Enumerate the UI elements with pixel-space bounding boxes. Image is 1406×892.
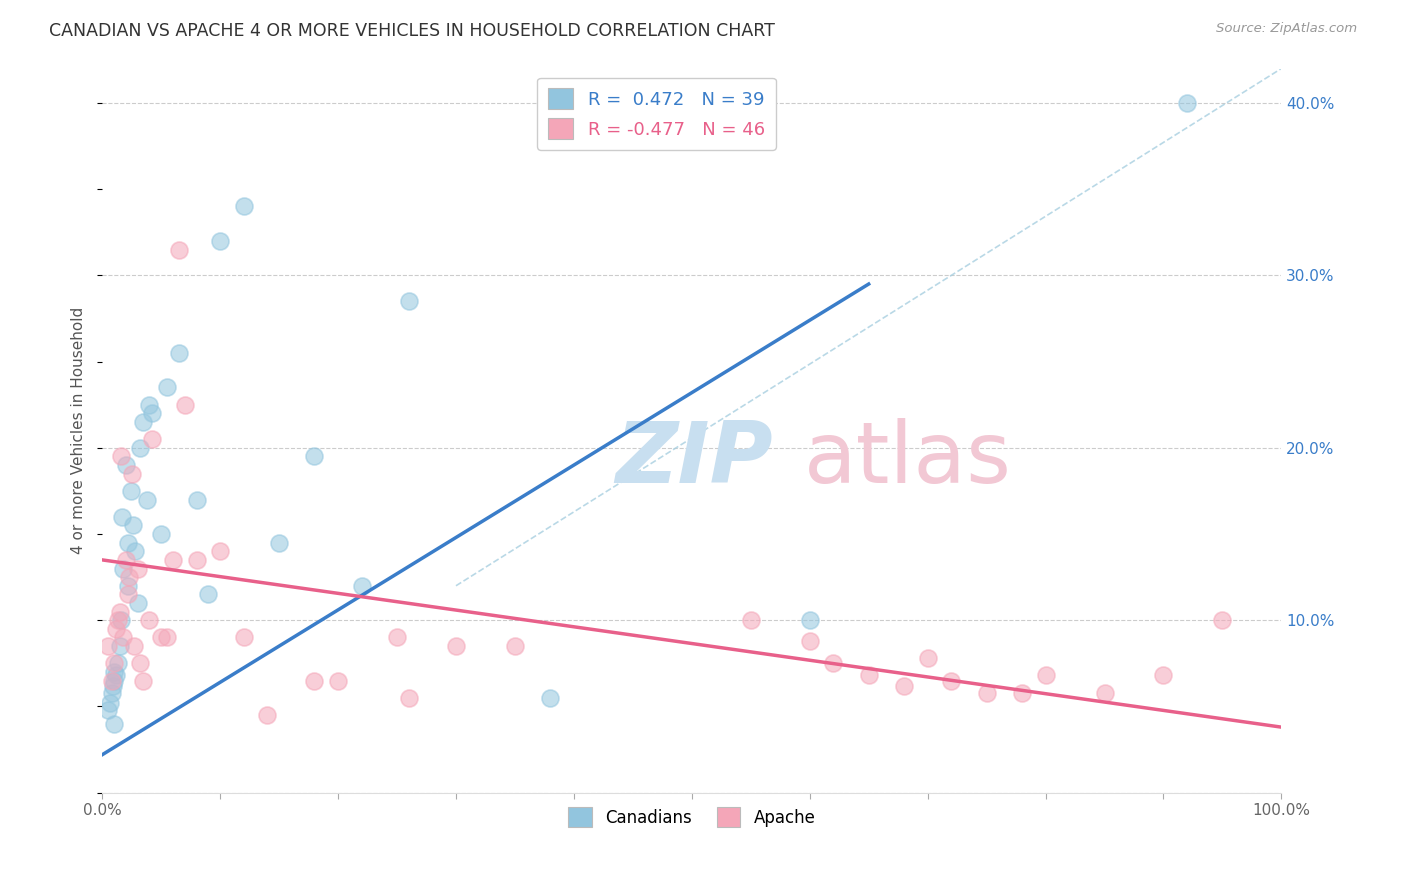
Point xyxy=(976,686,998,700)
Point xyxy=(129,441,152,455)
Point xyxy=(1035,668,1057,682)
Point xyxy=(117,535,139,549)
Point xyxy=(100,686,122,700)
Point xyxy=(101,679,124,693)
Point xyxy=(186,492,208,507)
Point xyxy=(111,509,134,524)
Point xyxy=(173,398,195,412)
Text: atlas: atlas xyxy=(804,418,1012,501)
Y-axis label: 4 or more Vehicles in Household: 4 or more Vehicles in Household xyxy=(72,307,86,554)
Point xyxy=(156,631,179,645)
Point xyxy=(108,605,131,619)
Point xyxy=(162,553,184,567)
Point xyxy=(1175,95,1198,110)
Point xyxy=(124,544,146,558)
Point xyxy=(120,483,142,498)
Point xyxy=(105,622,128,636)
Point xyxy=(740,613,762,627)
Point xyxy=(209,544,232,558)
Point xyxy=(799,634,821,648)
Text: Source: ZipAtlas.com: Source: ZipAtlas.com xyxy=(1216,22,1357,36)
Point xyxy=(538,690,561,705)
Point xyxy=(326,673,349,688)
Point xyxy=(117,587,139,601)
Point xyxy=(112,631,135,645)
Point xyxy=(304,673,326,688)
Point xyxy=(398,690,420,705)
Point xyxy=(129,657,152,671)
Legend: Canadians, Apache: Canadians, Apache xyxy=(560,799,824,835)
Point xyxy=(97,703,120,717)
Point xyxy=(138,613,160,627)
Point xyxy=(350,579,373,593)
Text: ZIP: ZIP xyxy=(616,418,773,501)
Point xyxy=(132,673,155,688)
Point xyxy=(103,673,125,688)
Point xyxy=(110,450,132,464)
Point xyxy=(167,243,190,257)
Point xyxy=(136,492,159,507)
Point xyxy=(103,716,125,731)
Point xyxy=(150,631,173,645)
Point xyxy=(107,613,129,627)
Point xyxy=(122,639,145,653)
Point xyxy=(127,596,149,610)
Point xyxy=(121,467,143,481)
Point xyxy=(186,553,208,567)
Point xyxy=(108,639,131,653)
Point xyxy=(917,651,939,665)
Point xyxy=(503,639,526,653)
Point xyxy=(1211,613,1233,627)
Point xyxy=(114,553,136,567)
Point xyxy=(232,199,254,213)
Point xyxy=(398,294,420,309)
Point xyxy=(385,631,408,645)
Point xyxy=(103,665,125,679)
Point xyxy=(122,518,145,533)
Point xyxy=(1094,686,1116,700)
Point xyxy=(103,657,125,671)
Point xyxy=(150,527,173,541)
Point xyxy=(141,432,163,446)
Point xyxy=(858,668,880,682)
Point xyxy=(197,587,219,601)
Point xyxy=(232,631,254,645)
Point xyxy=(941,673,963,688)
Point xyxy=(105,668,128,682)
Point xyxy=(138,398,160,412)
Point xyxy=(893,679,915,693)
Point xyxy=(823,657,845,671)
Point xyxy=(1153,668,1175,682)
Point xyxy=(304,450,326,464)
Point xyxy=(118,570,141,584)
Point xyxy=(100,696,122,710)
Point xyxy=(799,613,821,627)
Point xyxy=(444,639,467,653)
Point xyxy=(127,561,149,575)
Point xyxy=(1011,686,1033,700)
Point xyxy=(100,673,122,688)
Point xyxy=(141,406,163,420)
Point xyxy=(167,346,190,360)
Point xyxy=(156,380,179,394)
Point xyxy=(112,561,135,575)
Point xyxy=(256,708,278,723)
Point xyxy=(132,415,155,429)
Point xyxy=(97,639,120,653)
Point xyxy=(110,613,132,627)
Point xyxy=(107,657,129,671)
Text: CANADIAN VS APACHE 4 OR MORE VEHICLES IN HOUSEHOLD CORRELATION CHART: CANADIAN VS APACHE 4 OR MORE VEHICLES IN… xyxy=(49,22,775,40)
Point xyxy=(114,458,136,472)
Point xyxy=(267,535,290,549)
Point xyxy=(209,234,232,248)
Point xyxy=(117,579,139,593)
